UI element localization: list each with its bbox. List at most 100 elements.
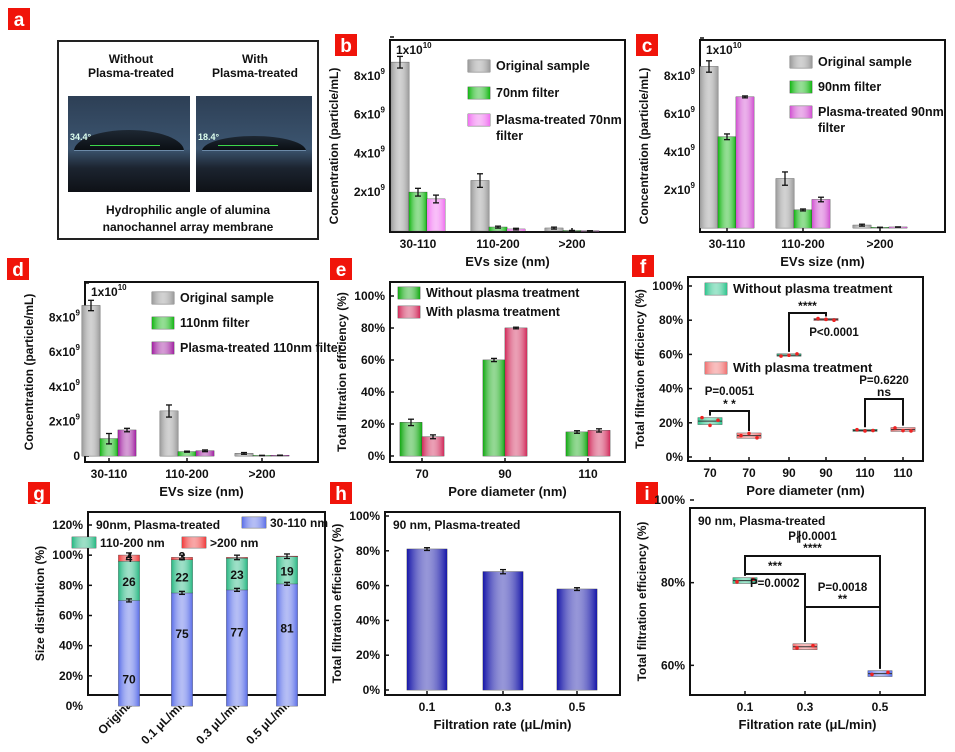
- p-value-label: P=0.6220: [859, 375, 909, 387]
- y-tick-label: 80%: [356, 544, 380, 558]
- y-tick-label: 2x109: [49, 412, 81, 428]
- panel-label-box: [330, 258, 352, 280]
- plot-frame: [687, 276, 924, 462]
- legend-swatch-shade: [242, 517, 266, 528]
- panel-label-letter: c: [642, 36, 653, 57]
- chart-panel-e: 0% 20% 40% 60% 80% 100% 70 90 110 Pore diameter (…: [335, 281, 626, 499]
- significance-stars: ns: [877, 385, 891, 399]
- x-tick-label: 0.5: [872, 700, 889, 714]
- x-tick-label: 70: [703, 466, 717, 480]
- significance-stars: ****: [798, 299, 817, 313]
- y-axis-label: Total filtration efficiency (%): [635, 522, 649, 682]
- y-tick-label: 100%: [354, 289, 385, 303]
- legend-label: Plasma-treated 90nm: [818, 105, 944, 119]
- stacked-segment-shade: [276, 556, 298, 584]
- x-tick-label: 110: [893, 466, 913, 480]
- panel-label-letter: d: [12, 260, 24, 281]
- y-tick-label: 2x109: [354, 183, 386, 199]
- annotation: 90 nm, Plasma-treated: [698, 514, 825, 528]
- y-tick-label: 20%: [59, 669, 83, 683]
- bar-shade: [391, 62, 409, 231]
- y-tick-label: 120%: [52, 518, 83, 532]
- y-tick-label: 0%: [666, 450, 684, 464]
- legend-swatch-shade: [705, 283, 727, 295]
- chart-panel-f: 0% 20% 40% 60% 80% 100% 70 70 90 90 110 110 Pore dia…: [633, 276, 924, 498]
- y-tick-label: 20%: [361, 417, 385, 431]
- stacked-segment-shade: [226, 589, 248, 706]
- legend-swatch-shade: [790, 106, 812, 118]
- legend-label: Plasma-treated 70nm: [496, 113, 622, 127]
- y-tick-label: 80%: [361, 321, 385, 335]
- segment-label: 19: [280, 564, 294, 578]
- caption-line1: Hydrophilic angle of alumina: [105, 203, 271, 217]
- y-tick-label: 4x109: [49, 378, 81, 394]
- panel-a-contact-angle-images: Without Plasma-treated With Plasma-treat…: [57, 40, 319, 240]
- bar-shade: [489, 227, 507, 231]
- y-tick-label: 4x109: [664, 143, 696, 159]
- x-tick-label: 0.1: [737, 700, 754, 714]
- chart-panel-g: 0%20%40%60%80%100%120%Original 0.1 μL/min…: [33, 511, 328, 747]
- y-tick-label: 1x1010: [396, 41, 432, 57]
- y-tick-label: 8x109: [664, 67, 696, 83]
- x-axis-label: EVs size (nm): [465, 254, 550, 269]
- p-value-label: P∦0.0001: [788, 530, 837, 544]
- legend-swatch-shade: [468, 87, 490, 99]
- data-point: [735, 580, 739, 584]
- x-tick-label: 110: [578, 467, 598, 481]
- x-tick-label: 70: [742, 466, 756, 480]
- p-value-label: P=0.0051: [705, 386, 755, 398]
- chart-panel-d: 0 2x109 4x109 6x109 8x109 1x1010 30-110 110-200…: [22, 281, 343, 499]
- caption-line2: nanochannel array membrane: [102, 220, 274, 234]
- y-axis-label: Total filtration efficiency (%): [330, 524, 344, 684]
- panel-label-a: a: [8, 8, 30, 31]
- y-tick-label: 20%: [659, 416, 683, 430]
- data-point: [871, 428, 875, 433]
- y-tick-label: 8x109: [354, 67, 386, 83]
- x-axis-label: Pore diameter (nm): [746, 483, 864, 498]
- x-axis-label: Filtration rate (μL/min): [434, 717, 572, 732]
- significance-stars: **: [838, 592, 848, 606]
- stacked-segment-shade: [118, 561, 140, 601]
- significance-bracket: [804, 606, 881, 669]
- legend-label: Without plasma treatment: [733, 281, 893, 296]
- left-header-line2: Plasma-treated: [87, 66, 175, 80]
- exponent: 9: [691, 105, 696, 114]
- legend-swatch-shade: [398, 306, 420, 318]
- panel-label-box: [636, 482, 658, 504]
- legend-label: 110-200 nm: [100, 536, 165, 550]
- data-point: [832, 318, 836, 323]
- legend-label: filter: [496, 129, 523, 143]
- panel-label-letter: g: [33, 484, 45, 505]
- legend-swatch-shade: [152, 292, 174, 304]
- bar-shade: [483, 360, 505, 456]
- x-tick-label: 30-110: [709, 237, 746, 251]
- exponent: 10: [733, 41, 742, 50]
- y-tick-label: 0: [73, 449, 80, 463]
- bar-shade: [483, 571, 523, 690]
- right-header: With Plasma-treated: [195, 52, 315, 80]
- x-tick-label: 0.3: [495, 700, 512, 714]
- data-point: [751, 577, 755, 582]
- data-point: [886, 670, 890, 675]
- x-tick-label: >200: [248, 467, 275, 481]
- angle-label: 18.4°: [198, 132, 220, 142]
- x-tick-label: >200: [866, 237, 893, 251]
- bar-shade: [566, 432, 588, 456]
- bar-shade: [400, 422, 422, 456]
- bar-shade: [82, 305, 100, 456]
- significance-stars: ****: [803, 541, 822, 555]
- data-point: [855, 427, 859, 432]
- legend-swatch-shade: [152, 342, 174, 354]
- x-axis-label: EVs size (nm): [780, 254, 865, 269]
- left-header-line1: Without: [108, 52, 154, 66]
- legend-swatch-shade: [398, 287, 420, 299]
- x-tick-label: 30-110: [400, 237, 437, 251]
- bar-shade: [557, 589, 597, 690]
- y-axis-label: Size distribution (%): [33, 546, 47, 661]
- y-axis-label: Concentration (particle/mL): [637, 68, 651, 225]
- data-point: [779, 354, 783, 358]
- y-tick-label: 1x1010: [91, 283, 127, 299]
- panel-label-letter: a: [14, 10, 25, 31]
- panel-label-letter: i: [644, 484, 649, 505]
